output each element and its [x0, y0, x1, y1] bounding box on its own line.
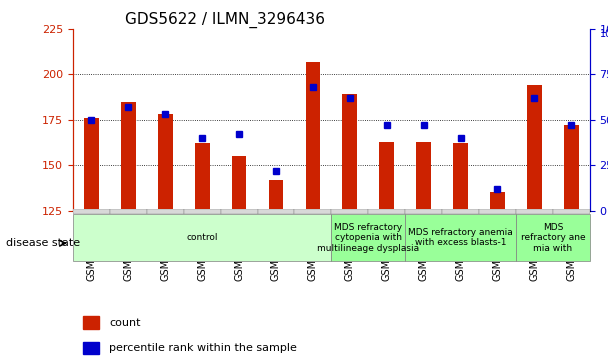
Text: control: control [187, 233, 218, 242]
Bar [527, 85, 542, 211]
Bar [416, 142, 431, 211]
Bar [379, 142, 394, 211]
Bar [490, 192, 505, 211]
FancyBboxPatch shape [221, 209, 258, 214]
FancyBboxPatch shape [405, 214, 516, 261]
Bar [84, 118, 98, 211]
Text: count: count [109, 318, 140, 328]
FancyBboxPatch shape [442, 209, 479, 214]
Bar [83, 342, 98, 354]
FancyBboxPatch shape [294, 209, 331, 214]
Bar [453, 143, 468, 211]
FancyBboxPatch shape [405, 209, 442, 214]
Text: GDS5622 / ILMN_3296436: GDS5622 / ILMN_3296436 [125, 12, 325, 28]
Text: MDS refractory anemia
with excess blasts-1: MDS refractory anemia with excess blasts… [408, 228, 513, 248]
Bar [121, 102, 136, 211]
FancyBboxPatch shape [516, 209, 553, 214]
FancyBboxPatch shape [479, 209, 516, 214]
FancyBboxPatch shape [110, 209, 147, 214]
Bar [232, 156, 246, 211]
FancyBboxPatch shape [73, 214, 331, 261]
Text: MDS refractory
cytopenia with
multilineage dysplasia: MDS refractory cytopenia with multilinea… [317, 223, 420, 253]
FancyBboxPatch shape [184, 209, 221, 214]
Bar [269, 180, 283, 211]
Text: disease state: disease state [6, 238, 80, 248]
Bar [564, 125, 579, 211]
Bar [342, 94, 357, 211]
Text: 100%: 100% [600, 29, 608, 39]
FancyBboxPatch shape [368, 209, 405, 214]
FancyBboxPatch shape [331, 214, 405, 261]
FancyBboxPatch shape [516, 214, 590, 261]
FancyBboxPatch shape [147, 209, 184, 214]
FancyBboxPatch shape [258, 209, 294, 214]
FancyBboxPatch shape [331, 209, 368, 214]
Bar [305, 62, 320, 211]
Bar [158, 114, 173, 211]
Text: MDS
refractory ane
mia with: MDS refractory ane mia with [520, 223, 585, 253]
Bar [195, 143, 210, 211]
FancyBboxPatch shape [73, 209, 110, 214]
FancyBboxPatch shape [553, 209, 590, 214]
Bar [83, 316, 98, 329]
Text: percentile rank within the sample: percentile rank within the sample [109, 343, 297, 353]
